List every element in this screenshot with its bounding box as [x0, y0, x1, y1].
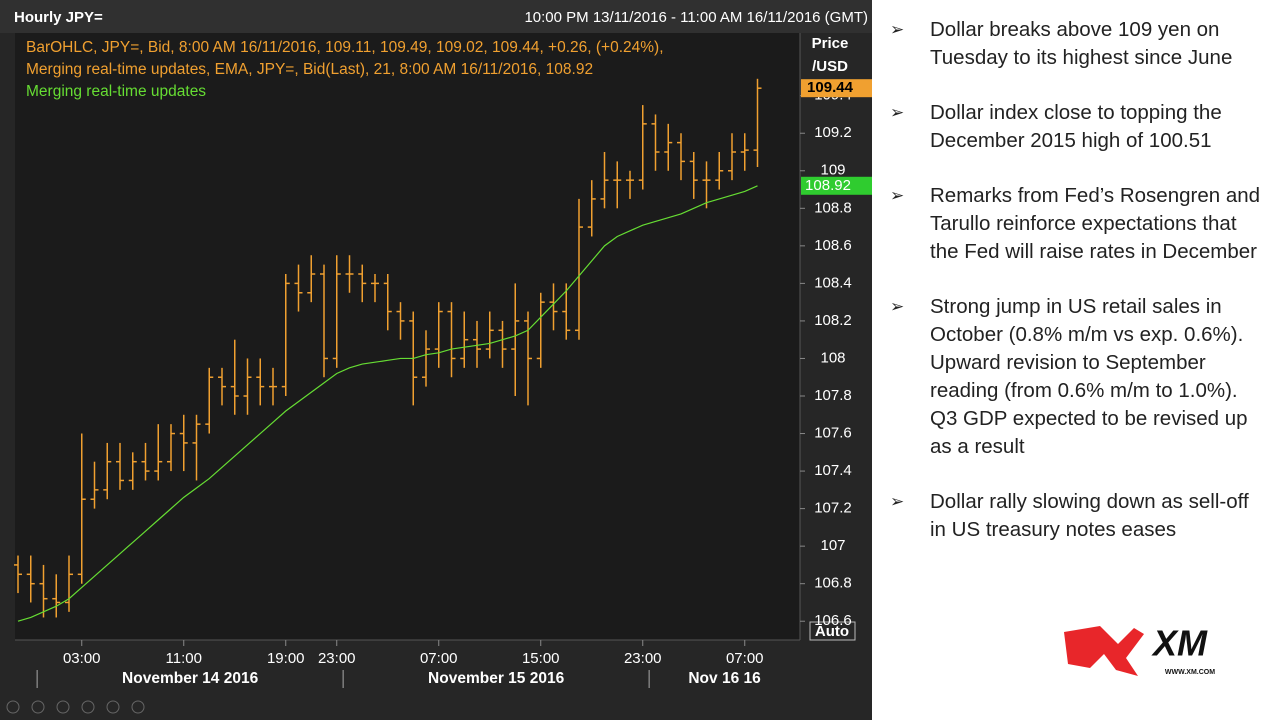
y-tick-label: 109: [820, 162, 845, 179]
toolbar: [6, 700, 145, 714]
x-tick-label: 19:00: [267, 650, 305, 667]
date-label: November 14 2016: [122, 670, 259, 687]
x-tick-label: 11:00: [166, 650, 202, 667]
x-tick-label: 15:00: [522, 650, 560, 667]
bullet: Remarks from Fed’s Rosengren and Tarullo…: [890, 182, 1265, 266]
y-tick-label: 106.8: [814, 575, 852, 592]
ema-line: [17, 185, 758, 622]
header-bar: [0, 0, 872, 33]
x-tick-label: 23:00: [318, 650, 356, 667]
y-tick-label: 107: [820, 537, 845, 554]
price-tag: [801, 79, 872, 98]
logo-name: XM: [1151, 624, 1208, 664]
date-label: November 15 2016: [428, 670, 565, 687]
y-label: Price: [812, 35, 849, 52]
legend-ema: Merging real-time updates, EMA, JPY=, Bi…: [26, 61, 593, 78]
bullet: Dollar breaks above 109 yen on Tuesday t…: [890, 16, 1265, 72]
y-tick-label: 108: [820, 349, 845, 366]
y-tick-label: 108.4: [814, 274, 852, 291]
price-tag-label: 109.44: [807, 79, 854, 96]
x-tick-label: 07:00: [726, 650, 764, 667]
y-tick-label: 108.8: [814, 199, 852, 216]
logo-url: WWW.XM.COM: [1165, 669, 1215, 676]
logo: XM WWW.XM.COM: [1064, 624, 1215, 676]
y-label: /USD: [812, 58, 848, 75]
y-tick-label: 108.6: [814, 237, 852, 254]
legend-updates: Merging real-time updates: [26, 83, 206, 100]
auto-button[interactable]: [809, 621, 856, 641]
x-tick-label: 23:00: [624, 650, 662, 667]
y-tick-label: 107.8: [814, 387, 852, 404]
bullet: Dollar rally slowing down as sell-off in…: [890, 488, 1265, 544]
y-tick-label: 107.2: [814, 500, 852, 517]
y-tick-label: 107.6: [814, 425, 852, 442]
plot-area: [15, 33, 800, 640]
y-tick-label: 108.2: [814, 312, 852, 329]
window-title: Hourly JPY=: [14, 9, 103, 26]
date-label: Nov 16 16: [688, 670, 761, 687]
x-tick-label: 07:00: [420, 650, 458, 667]
bullet: Dollar index close to topping the Decemb…: [890, 99, 1265, 155]
x-tick-label: 03:00: [63, 650, 101, 667]
bullet-list: Dollar breaks above 109 yen on Tuesday t…: [890, 16, 1270, 571]
ema-tag: [801, 176, 872, 195]
y-tick-label: 107.4: [814, 462, 852, 479]
y-tick-label: 106.6: [814, 612, 852, 629]
legend-ohlc: BarOHLC, JPY=, Bid, 8:00 AM 16/11/2016, …: [26, 39, 664, 56]
time-range: 10:00 PM 13/11/2016 - 11:00 AM 16/11/201…: [524, 9, 868, 26]
bullet: Strong jump in US retail sales in Octobe…: [890, 293, 1265, 461]
logo-mark: [1064, 626, 1144, 676]
y-tick-label: 109.2: [814, 124, 852, 141]
chart-window: Hourly JPY= 10:00 PM 13/11/2016 - 11:00 …: [0, 0, 872, 720]
ema-tag-label: 108.92: [805, 177, 851, 194]
auto-label[interactable]: Auto: [815, 623, 849, 640]
